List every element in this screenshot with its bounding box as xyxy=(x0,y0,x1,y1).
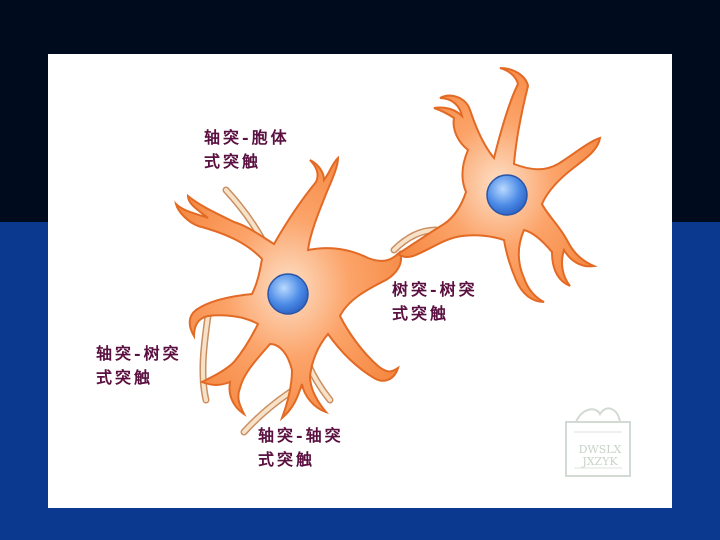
watermark-line-2: JXZYK xyxy=(582,455,618,468)
label-dendrodendritic-synapse: 树突-树突 式突触 xyxy=(392,280,478,323)
watermark-text: DWSLX JXZYK xyxy=(574,444,626,468)
slide-panel: 轴突-胞体 式突触 轴突-树突 式突触 轴突-轴突 式突触 树突-树突 式突触 … xyxy=(48,54,672,508)
label-axoaxonic-synapse: 轴突-轴突 式突触 xyxy=(258,426,344,469)
watermark-logo: DWSLX JXZYK xyxy=(556,402,640,484)
neuron-left xyxy=(174,155,402,422)
neuron-synapse-diagram xyxy=(174,67,602,436)
watermark-line-1: DWSLX xyxy=(578,443,622,456)
label-axodendritic-synapse-left: 轴突-树突 式突触 xyxy=(96,344,182,387)
label-axosomatic-synapse: 轴突-胞体 式突触 xyxy=(204,128,290,171)
neuron-left-nucleus xyxy=(267,273,309,315)
watermark-emblem-icon xyxy=(565,407,631,477)
neuron-right xyxy=(396,67,602,303)
neuron-right-nucleus xyxy=(486,174,528,216)
